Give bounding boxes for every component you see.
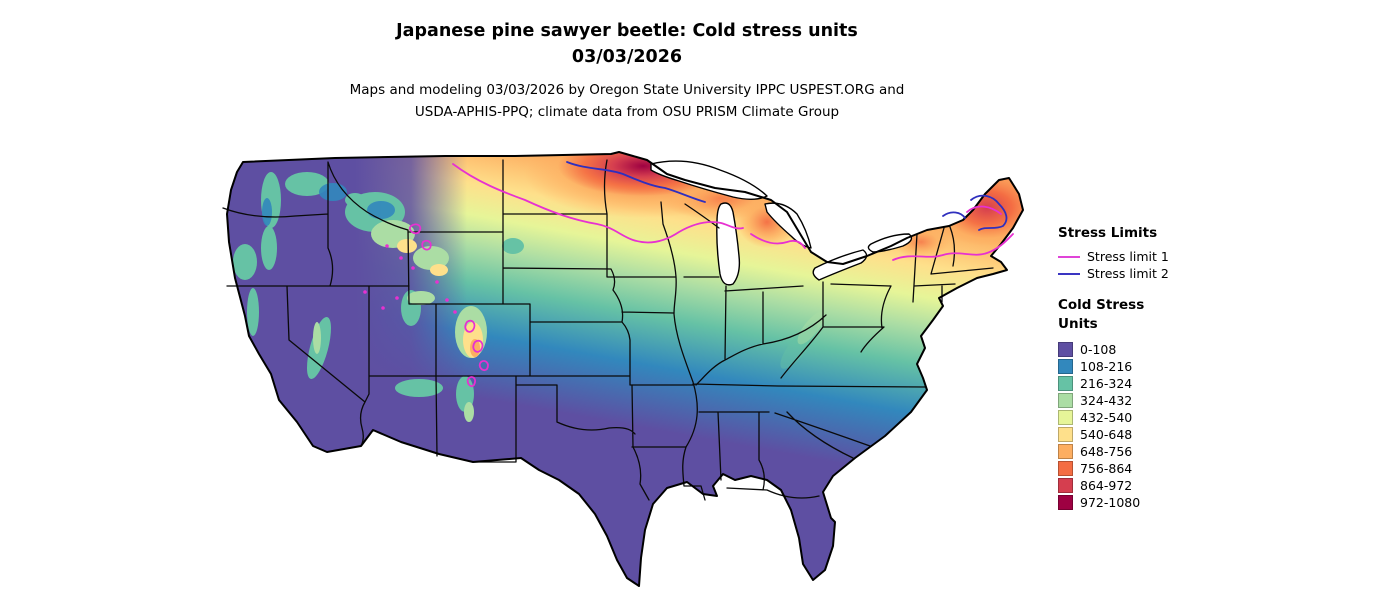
page-title-date: 03/03/2026 <box>571 47 683 67</box>
stress-limit-1-label: Stress limit 1 <box>1087 249 1169 264</box>
class-swatch <box>1058 444 1073 459</box>
class-swatch <box>1058 495 1073 510</box>
page-title: Japanese pine sawyer beetle: Cold stress… <box>396 21 858 41</box>
class-swatch <box>1058 376 1073 391</box>
lake-huron <box>764 202 812 249</box>
legend-class-row: 756-864 <box>1058 460 1228 477</box>
legend-class-row: 0-108 <box>1058 341 1228 358</box>
class-label: 972-1080 <box>1080 495 1141 510</box>
subtitle-block: Maps and modeling 03/03/2026 by Oregon S… <box>0 79 1254 123</box>
stress-limit-2-swatch <box>1058 272 1080 275</box>
title-block: Japanese pine sawyer beetle: Cold stress… <box>0 18 1254 123</box>
cold-stress-units-title: Cold Stress Units <box>1058 296 1228 334</box>
subtitle-line-1: Maps and modeling 03/03/2026 by Oregon S… <box>349 82 905 98</box>
legend-class-row: 864-972 <box>1058 477 1228 494</box>
legend-class-row: 540-648 <box>1058 426 1228 443</box>
legend-class-row: 324-432 <box>1058 392 1228 409</box>
legend-class-row: 432-540 <box>1058 409 1228 426</box>
class-label: 648-756 <box>1080 444 1133 459</box>
class-label: 108-216 <box>1080 359 1133 374</box>
state-borders <box>222 159 994 501</box>
cold-stress-units-title-line-2: Units <box>1058 316 1098 332</box>
subtitle-line-2: USDA-APHIS-PPQ; climate data from OSU PR… <box>414 104 840 120</box>
appalachian-patch-2 <box>797 311 825 345</box>
stress-limit-1-line <box>409 163 1014 388</box>
lake-ontario <box>867 233 913 253</box>
legend-class-row: 972-1080 <box>1058 494 1228 511</box>
us-cold-stress-map <box>222 151 1024 587</box>
class-label: 216-324 <box>1080 376 1133 391</box>
class-swatch <box>1058 478 1073 493</box>
stress-limit-2-line <box>566 161 1008 231</box>
lake-erie <box>812 249 868 281</box>
legend-item-stress-limit-1: Stress limit 1 <box>1058 248 1228 265</box>
class-label: 324-432 <box>1080 393 1133 408</box>
class-label: 540-648 <box>1080 427 1133 442</box>
mountain-patches-blue <box>262 183 395 226</box>
stress-limit-1-specks <box>363 244 457 314</box>
class-swatch <box>1058 461 1073 476</box>
legend: Stress Limits Stress limit 1 Stress limi… <box>1058 225 1228 511</box>
class-swatch <box>1058 393 1073 408</box>
class-label: 0-108 <box>1080 342 1117 357</box>
stress-limit-1-swatch <box>1058 255 1080 258</box>
legend-item-stress-limit-2: Stress limit 2 <box>1058 265 1228 282</box>
legend-class-row: 108-216 <box>1058 358 1228 375</box>
us-outline <box>226 151 1024 587</box>
cold-stress-units-title-line-1: Cold Stress <box>1058 297 1145 313</box>
class-swatch <box>1058 410 1073 425</box>
map-fill-layers <box>227 152 1023 586</box>
legend-class-row: 216-324 <box>1058 375 1228 392</box>
class-label: 432-540 <box>1080 410 1133 425</box>
lake-superior <box>650 160 768 200</box>
stress-limit-2-label: Stress limit 2 <box>1087 266 1169 281</box>
class-swatch <box>1058 427 1073 442</box>
stress-limits-title: Stress Limits <box>1058 225 1158 241</box>
class-swatch <box>1058 359 1073 374</box>
class-label: 756-864 <box>1080 461 1133 476</box>
legend-class-row: 648-756 <box>1058 443 1228 460</box>
class-label: 864-972 <box>1080 478 1133 493</box>
class-swatch <box>1058 342 1073 357</box>
